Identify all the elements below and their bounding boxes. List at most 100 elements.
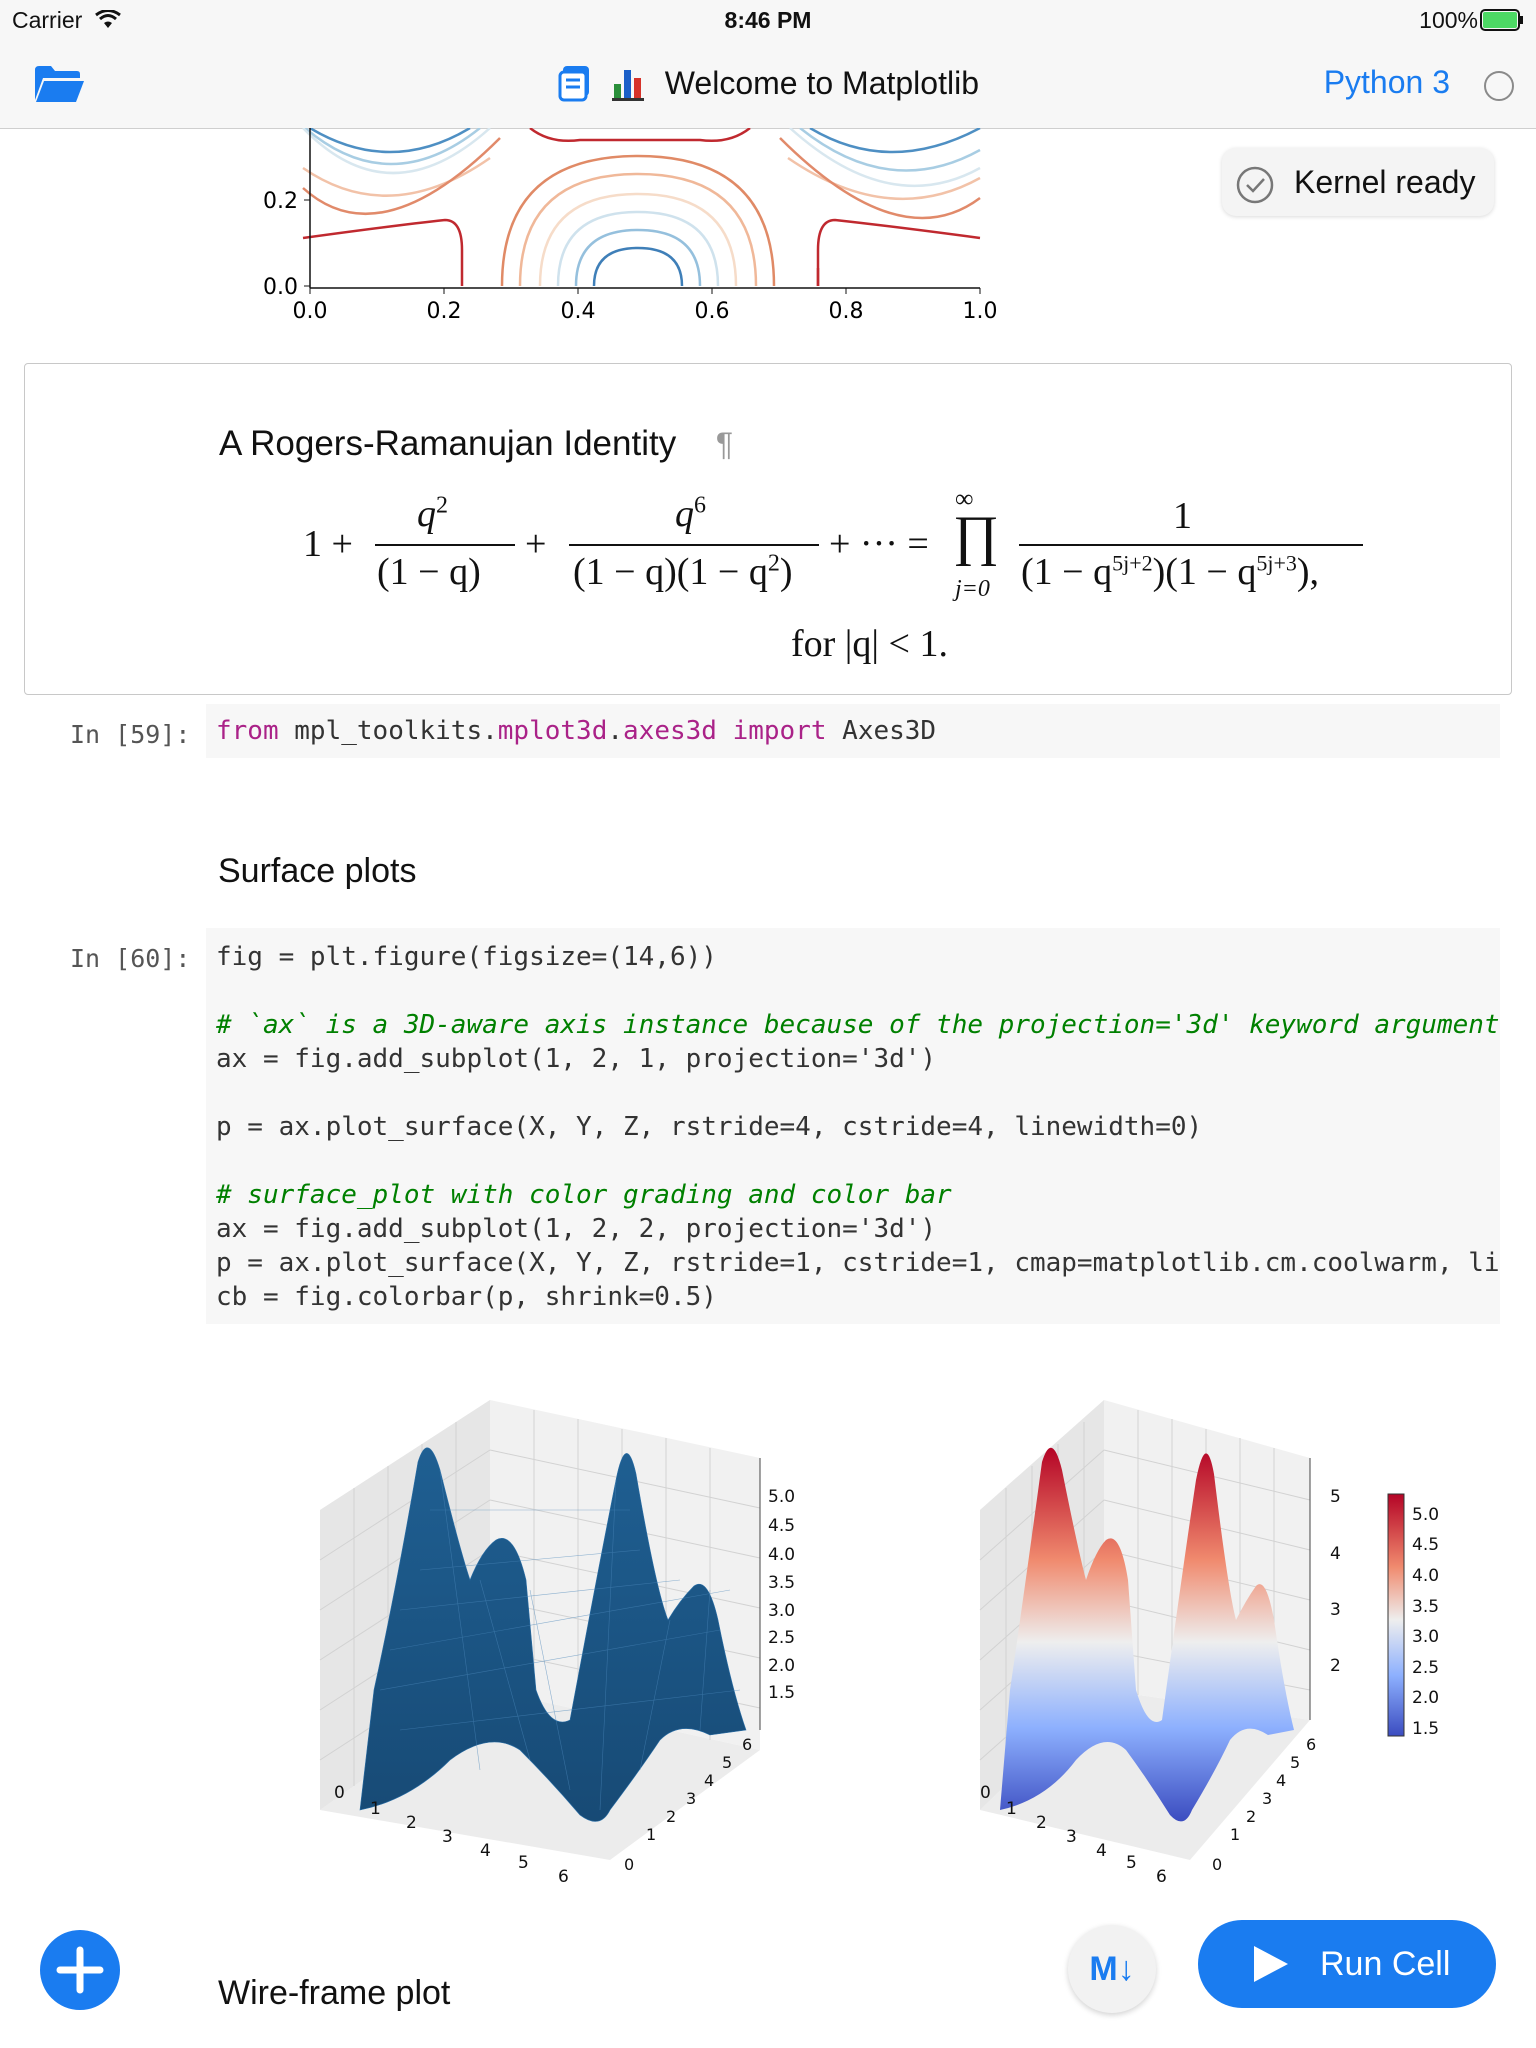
- code-token: from: [216, 716, 279, 746]
- colorbar-tick-label: 3.0: [1412, 1627, 1439, 1647]
- x-tick-label: 6: [558, 1867, 569, 1887]
- cell-prompt: In [60]:: [70, 944, 191, 973]
- colorbar-tick-label: 3.5: [1412, 1597, 1439, 1617]
- formula-term: (1 − q5j+2)(1 − q5j+3),: [1021, 550, 1319, 594]
- formula-term: q: [417, 493, 436, 535]
- z-tick-label: 4.0: [768, 1545, 795, 1565]
- y-tick-label: 0: [1212, 1855, 1222, 1874]
- x-tick-label: 3: [442, 1827, 453, 1847]
- y-tick-label: 0.2: [263, 189, 298, 214]
- check-circle-icon: [1236, 166, 1274, 204]
- cell-prompt: In [59]:: [70, 720, 191, 749]
- plus-icon: [56, 1946, 104, 1994]
- surface-mesh: [379, 1469, 741, 1811]
- x-tick-label: 4: [480, 1841, 491, 1861]
- x-ticks: [309, 288, 981, 294]
- add-cell-button[interactable]: [40, 1930, 120, 2010]
- formula-term: ∏: [953, 505, 1000, 567]
- anchor-link[interactable]: ¶: [715, 426, 734, 462]
- code-comment: # `ax` is a 3D-aware axis instance becau…: [216, 1010, 1500, 1040]
- x-tick-label: 5: [1126, 1853, 1137, 1873]
- formula-term: q: [675, 493, 694, 535]
- formula-term: (1 − q)(1 − q: [573, 551, 768, 593]
- code-token: mplot3d: [497, 716, 608, 746]
- colorbar-ticks: 5.0 4.5 4.0 3.5 3.0 2.5 2.0 1.5: [1412, 1505, 1439, 1739]
- x-tick-label: 0.2: [427, 299, 462, 324]
- colorbar-tick-label: 2.0: [1412, 1688, 1439, 1708]
- notebook-title-text: Welcome to Matplotlib: [664, 65, 979, 101]
- fraction-bar: [375, 544, 515, 546]
- code-line: p = ax.plot_surface(X, Y, Z, rstride=1, …: [216, 1248, 1500, 1278]
- formula-condition: for |q| < 1.: [791, 623, 948, 665]
- nav-bar: Welcome to Matplotlib Python 3: [0, 40, 1536, 129]
- x-tick-label: 1.0: [963, 299, 998, 324]
- battery-percent: 100%: [1419, 7, 1478, 33]
- clock: 8:46 PM: [724, 7, 812, 33]
- code-line: ax = fig.add_subplot(1, 2, 1, projection…: [216, 1044, 937, 1074]
- x-tick-label: 0.6: [695, 299, 730, 324]
- x-tick-label: 2: [406, 1813, 417, 1833]
- x-ticks: 0 1 2 3 4 5 6: [334, 1783, 569, 1887]
- markdown-heading: A Rogers-Ramanujan Identity ¶: [219, 424, 733, 464]
- x-tick-label: 0.4: [561, 299, 596, 324]
- code-line: p = ax.plot_surface(X, Y, Z, rstride=4, …: [216, 1112, 1203, 1142]
- code-line: from mpl_toolkits.mplot3d.axes3d import …: [216, 716, 936, 746]
- code-line: ax = fig.add_subplot(1, 2, 2, projection…: [216, 1214, 937, 1244]
- run-cell-button[interactable]: Run Cell: [1198, 1920, 1496, 2008]
- fraction-bar: [569, 544, 819, 546]
- code-cell-59[interactable]: from mpl_toolkits.mplot3d.axes3d import …: [206, 704, 1500, 758]
- z-ticks: 5 4 3 2: [1330, 1487, 1341, 1676]
- notebook-icon: [558, 66, 589, 102]
- z-tick-label: 2.5: [768, 1628, 795, 1648]
- formula-term: ),: [1296, 551, 1320, 593]
- x-tick-label: 6: [1156, 1867, 1167, 1887]
- y-tick-label: 3: [1262, 1789, 1272, 1808]
- code-token: .: [607, 716, 624, 746]
- formula-exponent: 2: [767, 550, 780, 577]
- colorbar-tick-label: 4.0: [1412, 1566, 1439, 1586]
- y-ticks: 0 1 2 3 4 5 6: [624, 1735, 752, 1874]
- notebook-title: Welcome to Matplotlib: [0, 64, 1536, 102]
- markdown-toggle-button[interactable]: M↓: [1068, 1925, 1156, 2013]
- formula-term: q6: [675, 492, 706, 536]
- formula-exponent: 6: [694, 492, 706, 519]
- z-ticks: 5.0 4.5 4.0 3.5 3.0 2.5 2.0 1.5: [768, 1487, 795, 1703]
- folder-open-icon[interactable]: [33, 64, 85, 104]
- y-tick-label: 2: [666, 1807, 676, 1826]
- formula-term: (1 − q)(1 − q2): [573, 550, 792, 594]
- code-token: mpl_toolkits: [278, 716, 483, 746]
- y-tick-label: 4: [704, 1771, 714, 1790]
- y-tick-label: 6: [1306, 1735, 1316, 1754]
- kernel-selector[interactable]: Python 3: [1323, 64, 1450, 100]
- markdown-heading-text: A Rogers-Ramanujan Identity: [219, 424, 677, 463]
- y-tick-label: 4: [1276, 1771, 1286, 1790]
- code-line: fig = plt.figure(figsize=(14,6)): [216, 942, 717, 972]
- colorbar-tick-label: 2.5: [1412, 1658, 1439, 1678]
- code-token: import: [732, 716, 827, 746]
- section-heading: Wire-frame plot: [218, 1974, 451, 2012]
- kernel-ready-toast: Kernel ready: [1222, 148, 1494, 216]
- z-tick-label: 3.5: [768, 1573, 795, 1593]
- z-tick-label: 1.5: [768, 1683, 795, 1703]
- status-bar: Carrier 8:46 PM 100%: [0, 0, 1536, 40]
- code-token: axes3d: [623, 716, 717, 746]
- markdown-cell[interactable]: A Rogers-Ramanujan Identity ¶ 1 + q2 (1 …: [24, 363, 1512, 695]
- x-tick-label: 0.0: [293, 299, 328, 324]
- x-tick-label: 2: [1036, 1813, 1047, 1833]
- colorbar-tick-label: 5.0: [1412, 1505, 1439, 1525]
- z-tick-label: 5.0: [768, 1487, 795, 1507]
- code-cell-60[interactable]: fig = plt.figure(figsize=(14,6)) # `ax` …: [206, 928, 1500, 1324]
- y-tick-label: 0: [624, 1855, 634, 1874]
- formula-term: )(1 − q: [1152, 551, 1257, 593]
- surface-plot-right: 5 4 3 2 0 1 2 3 4 5 6 0 1 2 3 4 5 6 5.0 …: [979, 1400, 1439, 1887]
- z-tick-label: 2.0: [768, 1656, 795, 1676]
- battery-icon: [1480, 9, 1523, 31]
- x-tick-label: 0: [334, 1783, 345, 1803]
- formula-term: ∞: [955, 484, 974, 513]
- play-icon: [1254, 1946, 1288, 1982]
- formula-exponent: 5j+3: [1256, 550, 1297, 576]
- markdown-button-label: M↓: [1089, 1950, 1135, 1988]
- formula-term: 1: [1173, 495, 1192, 537]
- x-tick-label: 5: [518, 1853, 529, 1873]
- run-cell-label: Run Cell: [1320, 1945, 1451, 1983]
